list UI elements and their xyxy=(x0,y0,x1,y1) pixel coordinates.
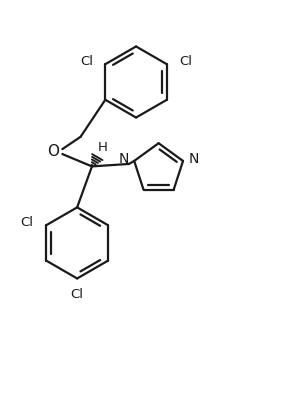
Text: Cl: Cl xyxy=(71,288,84,301)
Text: N: N xyxy=(189,152,199,166)
Text: N: N xyxy=(118,152,129,166)
Text: Cl: Cl xyxy=(179,55,192,68)
Text: O: O xyxy=(47,144,60,159)
Text: Cl: Cl xyxy=(80,55,93,68)
Text: H: H xyxy=(98,141,108,154)
Text: Cl: Cl xyxy=(20,216,33,229)
